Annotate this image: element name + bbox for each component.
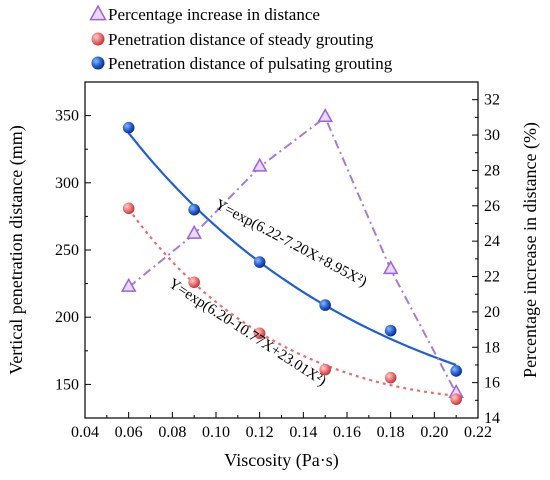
x-axis-title: Viscosity (Pa·s): [224, 450, 338, 471]
pulsating-grouting-point: [319, 299, 331, 311]
x-tick-label: 0.22: [464, 424, 492, 441]
y2-tick-label: 26: [484, 198, 500, 215]
percentage-increase-marker: [317, 108, 333, 123]
legend-marker-percentage: [89, 4, 107, 21]
legend: Percentage increase in distance Penetrati…: [89, 4, 393, 73]
pulsating-grouting-point: [384, 324, 397, 337]
axes: [84, 81, 479, 419]
y2-tick-label: 14: [484, 410, 500, 427]
y2-tick-label: 22: [484, 269, 500, 286]
percentage-increase-marker: [382, 260, 399, 275]
y-tick-label: 150: [55, 376, 79, 393]
x-tick-label: 0.18: [377, 424, 405, 441]
x-tick-label: 0.10: [202, 424, 230, 441]
x-tick-label: 0.20: [420, 424, 448, 441]
y-tick-label: 300: [55, 175, 79, 192]
y2-tick-label: 30: [484, 127, 500, 144]
steady-grouting-point: [384, 371, 397, 384]
steady-grouting-point: [319, 363, 331, 376]
legend-label: Penetration distance of pulsating grouti…: [108, 54, 393, 73]
x-tick-label: 0.06: [115, 424, 143, 441]
y2-tick-label: 20: [484, 304, 500, 321]
y2-tick-label: 24: [484, 233, 500, 250]
pulsating-grouting-point: [188, 203, 200, 216]
pulsating-grouting-point: [450, 365, 462, 377]
legend-marker-steady: [91, 32, 105, 46]
y-tick-label: 200: [55, 309, 79, 326]
legend-label: Penetration distance of steady grouting: [108, 30, 374, 49]
axis-labels: 0.04 0.06 0.08 0.10 0.12 0.14 0.16 0.18 0.20 0.22…: [6, 92, 541, 471]
y2-tick-label: 32: [484, 92, 500, 109]
steady-grouting-point: [188, 276, 200, 289]
legend-label: Percentage increase in distance: [108, 5, 320, 24]
steady-grouting-point: [450, 393, 462, 405]
x-tick-label: 0.04: [71, 424, 99, 441]
pulsating-grouting-point: [122, 121, 135, 134]
pulsating-grouting-point: [253, 256, 266, 268]
steady-grouting-point: [122, 202, 135, 215]
y2-tick-label: 16: [484, 375, 500, 392]
y-tick-label: 250: [55, 242, 79, 259]
percentage-increase-marker: [251, 157, 268, 172]
percentage-increase-marker: [186, 224, 202, 239]
y2-tick-label: 18: [484, 339, 500, 356]
percentage-increase-line: [128, 115, 458, 394]
plot-area: Y=exp(6.22-7.20X+8.95X²)Y=exp(6.20-10.77…: [120, 108, 464, 405]
legend-marker-pulsating: [91, 56, 105, 70]
y2-axis-title: Percentage increase in distance (%): [520, 122, 541, 378]
plot-frame: [84, 81, 479, 419]
x-tick-label: 0.16: [333, 424, 361, 441]
fit-curve-steady: [127, 208, 457, 397]
percentage-increase-marker: [120, 277, 137, 292]
y-axis-title: Vertical penetration distance (mm): [6, 125, 27, 374]
y-tick-label: 350: [55, 108, 79, 125]
steady-grouting-point: [253, 327, 266, 340]
fit-curve-pulsating: [127, 132, 457, 366]
x-tick-label: 0.08: [158, 424, 186, 441]
x-tick-label: 0.14: [289, 424, 317, 441]
x-tick-label: 0.12: [246, 424, 274, 441]
y2-tick-label: 28: [484, 162, 500, 179]
